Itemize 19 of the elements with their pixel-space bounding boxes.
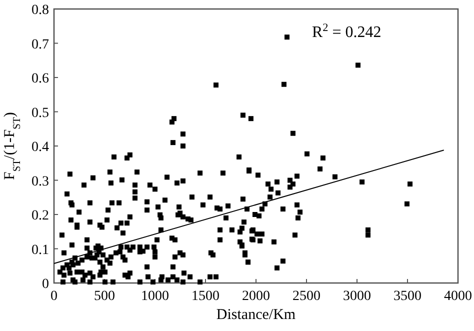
x-tick-label: 500 [94,289,115,304]
y-tick-label: 0.5 [32,106,49,121]
y-tick-label: 0.1 [32,242,49,258]
x-tick-label: 4000 [444,289,472,304]
x-tick-label: 2500 [292,289,320,304]
x-tick-label: 1500 [192,289,220,304]
y-tick-label: 0.4 [32,140,49,155]
x-tick-label: 2000 [242,289,270,304]
y-tick-label: 0.6 [32,72,49,86]
x-tick-label: 3500 [394,289,422,304]
y-tick-label: 0.3 [32,174,49,190]
y-tick-label: 0.7 [32,37,49,52]
x-tick-label: 3000 [343,289,371,304]
x-axis-title: Distance/Km [216,307,296,323]
y-tick-label: 0.8 [32,3,49,18]
y-tick-label: 0.2 [32,208,49,224]
annotation: R$^{2}$ = 0.242 [312,22,382,41]
y-tick-label: 0 [42,277,49,292]
x-tick-label: 1000 [141,289,169,304]
